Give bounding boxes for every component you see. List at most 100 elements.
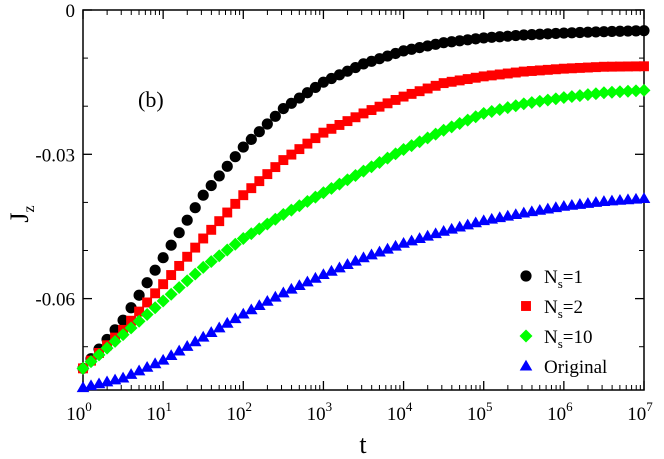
data-point [220,316,234,328]
legend-label: Original [544,357,607,378]
data-point [606,25,618,38]
data-point [637,192,651,204]
svg-text:Jz: Jz [5,205,38,222]
data-point [478,71,489,82]
data-point [157,252,169,264]
y-axis-label-main: J [5,212,34,222]
data-point [181,214,193,226]
data-point [148,301,162,315]
data-point [156,353,170,365]
data-point [269,110,281,122]
legend-label: Ns=10 [544,327,593,351]
data-point [222,207,233,218]
data-point [253,299,266,311]
data-point [124,368,138,379]
data-point [333,261,346,273]
data-point [302,138,313,149]
x-tick-label: 102 [227,399,252,425]
data-point [550,64,561,75]
data-point [446,76,457,87]
data-point [622,25,634,37]
series-Original [76,192,651,393]
data-point [366,105,377,116]
legend-label: Ns=2 [544,297,583,321]
x-tick-label: 106 [547,399,573,425]
data-point [582,26,594,38]
data-point [558,63,569,74]
data-point [117,314,129,326]
legend-marker [521,301,531,311]
x-tick-label: 100 [66,399,92,425]
data-point [140,360,154,372]
data-point [637,83,651,97]
data-point [518,29,530,41]
data-point [613,85,627,99]
data-point [230,198,241,209]
data-point [326,123,337,134]
data-point [605,85,619,99]
x-tick-label: 105 [467,399,493,425]
x-tick-label: 104 [387,399,413,425]
data-point [629,84,643,98]
data-point [292,199,306,213]
data-point [132,364,146,376]
data-point [124,321,138,335]
data-point [461,113,475,127]
data-point [478,32,490,44]
y-axis-label-sub: z [21,205,38,212]
data-point [212,249,226,263]
data-point [542,28,554,40]
data-point [310,133,321,144]
data-point [429,127,443,141]
data-point [228,312,242,324]
data-point [621,84,635,98]
data-points [76,25,651,393]
data-point [606,61,617,72]
data-point [470,72,481,83]
data-point [453,117,467,130]
data-point [382,98,393,109]
data-point [589,87,603,101]
data-point [180,340,194,351]
data-point [502,68,513,79]
y-tick-label: 0 [66,1,76,22]
legend-marker [520,270,532,282]
series-Ns=2 [78,61,649,374]
data-point [454,75,465,86]
data-point [437,123,451,137]
data-point [204,326,218,337]
data-point [148,357,162,369]
legend-label: Ns=1 [544,267,583,291]
data-point [164,349,178,361]
data-point [477,106,491,120]
y-axis-label: Jz [5,205,38,222]
data-point [236,307,250,319]
data-point [125,302,137,314]
data-point [525,96,539,110]
data-point [598,61,609,72]
data-point [254,176,265,187]
data-point [430,80,441,91]
data-point [214,216,225,227]
data-point [205,179,217,192]
data-point [318,127,329,138]
data-point [365,248,378,260]
data-point [590,26,602,38]
data-point [293,279,306,291]
data-point [228,237,242,251]
data-point [340,173,354,187]
data-point [188,267,202,281]
data-point [133,289,145,301]
data-point [300,194,314,208]
data-point [534,28,546,40]
data-point [541,93,555,107]
data-point [245,303,258,315]
data-point [462,74,473,85]
data-point [116,371,130,383]
data-point [126,315,137,326]
data-point [550,27,562,40]
data-point [421,131,435,145]
data-point [526,66,537,76]
data-point [389,239,402,251]
